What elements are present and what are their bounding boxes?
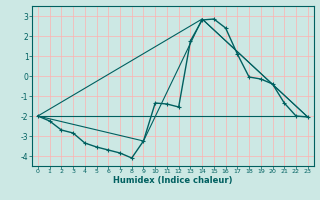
X-axis label: Humidex (Indice chaleur): Humidex (Indice chaleur) <box>113 176 233 185</box>
